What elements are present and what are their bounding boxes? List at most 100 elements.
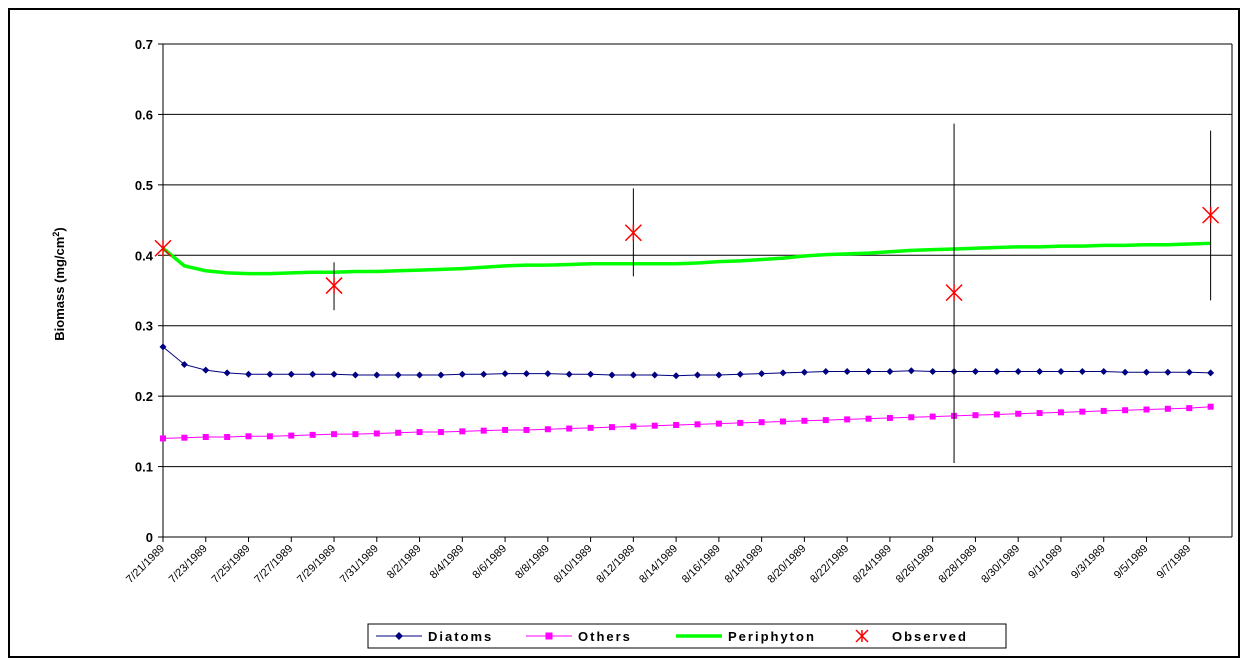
observed-point xyxy=(154,239,172,257)
others-marker xyxy=(502,426,509,433)
y-tick-label: 0.5 xyxy=(135,178,153,193)
x-axis-ticks: 7/21/1989 7/23/1989 7/25/1989 7/27/1989 7/29… xyxy=(124,537,1193,586)
x-tick-label: 7/27/1989 xyxy=(252,543,295,586)
diatoms-marker xyxy=(159,343,167,351)
others-marker xyxy=(395,429,402,436)
series-others xyxy=(160,403,1214,442)
observed-group xyxy=(154,123,1220,464)
others-marker xyxy=(630,423,637,430)
diatoms-marker xyxy=(929,367,937,375)
x-tick-label: 8/28/1989 xyxy=(936,543,979,586)
observed-point xyxy=(624,188,642,277)
observed-point xyxy=(945,123,963,464)
y-axis-label-sup: 2 xyxy=(51,232,61,237)
others-marker xyxy=(780,418,787,425)
legend-label: Diatoms xyxy=(428,629,493,644)
others-marker xyxy=(459,428,466,435)
diatoms-marker xyxy=(1164,368,1172,376)
diatoms-marker xyxy=(629,371,637,379)
others-marker xyxy=(737,419,744,426)
others-marker xyxy=(1186,405,1193,412)
diatoms-marker xyxy=(351,371,359,379)
diatoms-marker xyxy=(266,370,274,378)
diatoms-marker xyxy=(865,367,873,375)
diatoms-marker xyxy=(287,370,295,378)
diatoms-marker xyxy=(565,370,573,378)
others-marker xyxy=(288,432,295,439)
diatoms-marker xyxy=(501,370,509,378)
others-marker xyxy=(416,429,423,436)
others-marker xyxy=(566,425,573,432)
diatoms-marker xyxy=(779,369,787,377)
others-marker xyxy=(929,413,936,420)
others-marker xyxy=(266,433,273,440)
diatoms-marker xyxy=(1142,368,1150,376)
x-tick-label: 8/8/1989 xyxy=(513,543,552,582)
y-tick-label: 0.6 xyxy=(135,107,153,122)
diatoms-marker xyxy=(223,369,231,377)
diatoms-marker xyxy=(800,368,808,376)
diatoms-marker xyxy=(1121,368,1129,376)
legend-square-icon xyxy=(545,632,553,640)
others-marker xyxy=(544,426,551,433)
diatoms-marker xyxy=(971,367,979,375)
x-tick-label: 9/5/1989 xyxy=(1112,543,1151,582)
observed-point xyxy=(1202,130,1220,301)
legend-item-others: Others xyxy=(526,629,630,644)
y-axis-label-main: Biomass (mg/cm xyxy=(52,237,67,341)
diatoms-marker xyxy=(1014,367,1022,375)
diatoms-marker xyxy=(608,371,616,379)
x-tick-label: 9/3/1989 xyxy=(1069,543,1108,582)
others-marker xyxy=(1143,406,1150,413)
series-diatoms xyxy=(159,343,1215,380)
series-periphyton xyxy=(161,241,1211,276)
diatoms-marker xyxy=(437,371,445,379)
others-line xyxy=(162,406,1211,439)
observed-point xyxy=(325,262,343,311)
others-marker xyxy=(587,424,594,431)
others-marker xyxy=(758,419,765,426)
y-axis-ticks: 0 0.1 0.2 0.3 0.4 0.5 0.6 0.7 xyxy=(135,37,163,545)
others-marker xyxy=(181,434,188,441)
others-marker xyxy=(715,420,722,427)
series-group xyxy=(159,241,1215,442)
legend: Diatoms Others Periphyton Observed xyxy=(367,623,1007,649)
legend-item-observed: Observed xyxy=(855,629,968,644)
legend-diamond-icon xyxy=(395,632,403,640)
legend-item-periphyton: Periphyton xyxy=(676,629,816,644)
diatoms-marker xyxy=(758,370,766,378)
others-marker xyxy=(993,411,1000,418)
others-marker xyxy=(480,427,487,434)
others-marker xyxy=(245,433,252,440)
x-tick-label: 8/22/1989 xyxy=(808,543,851,586)
grid-lines xyxy=(162,43,1233,538)
diatoms-marker xyxy=(694,371,701,379)
others-marker xyxy=(160,435,166,442)
others-marker xyxy=(202,433,209,440)
y-tick-label: 0.4 xyxy=(135,248,154,263)
legend-label: Periphyton xyxy=(728,629,816,644)
others-marker xyxy=(523,426,530,433)
diatoms-marker xyxy=(309,370,317,378)
legend-label: Observed xyxy=(892,629,968,644)
others-marker xyxy=(972,412,979,419)
y-tick-label: 0.1 xyxy=(135,460,153,475)
x-tick-label: 9/1/1989 xyxy=(1026,543,1065,582)
diatoms-marker xyxy=(587,370,595,378)
x-tick-label: 8/4/1989 xyxy=(428,543,467,582)
diatoms-marker xyxy=(715,371,723,379)
x-tick-label: 8/2/1989 xyxy=(385,543,424,582)
diatoms-marker xyxy=(373,371,381,379)
others-marker xyxy=(1100,407,1107,414)
y-axis-label: Biomass (mg/cm2) xyxy=(51,227,67,340)
others-marker xyxy=(331,431,338,438)
x-tick-label: 9/7/1989 xyxy=(1155,543,1194,582)
diatoms-marker xyxy=(1036,367,1044,375)
diatoms-marker xyxy=(651,371,659,379)
others-marker xyxy=(224,433,231,440)
diatoms-marker xyxy=(394,371,402,379)
others-marker xyxy=(886,414,893,421)
diatoms-marker xyxy=(993,367,1001,375)
y-axis-label-close: ) xyxy=(52,227,67,231)
